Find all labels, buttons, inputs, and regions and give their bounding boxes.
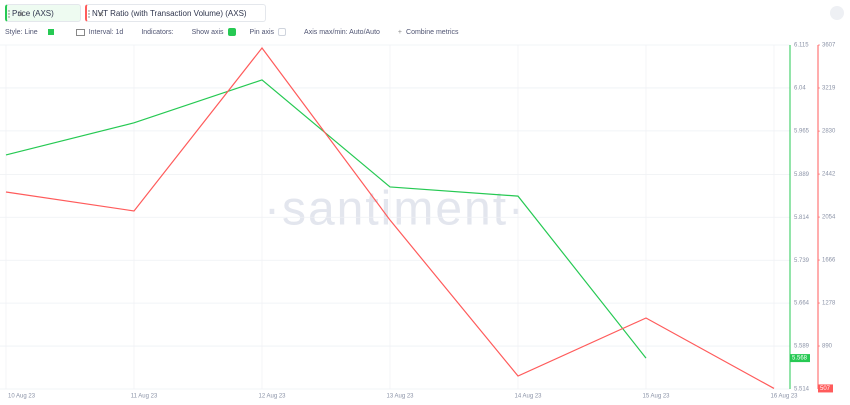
- y-tick-label: 5.664: [794, 301, 810, 307]
- y-tick-label: 5.589: [794, 344, 810, 350]
- y-tick-label: 6.115: [794, 43, 809, 49]
- tab-label: NVT Ratio (with Transaction Volume) (AXS…: [92, 8, 247, 18]
- y-tick-label: 6.04: [794, 86, 806, 92]
- y2-tick-label: 2830: [822, 129, 836, 135]
- y2-tick-label: 1278: [822, 301, 836, 307]
- y-tick-label: 5.739: [794, 258, 810, 264]
- tab-label: Price (AXS): [12, 8, 54, 18]
- watermark: ·santiment·: [264, 183, 526, 236]
- y-tick-label: 5.514: [794, 387, 810, 393]
- nvt-tab[interactable]: NVT Ratio (with Transaction Volume) (AXS…: [85, 4, 266, 22]
- interval-label[interactable]: Interval: 1d: [88, 28, 124, 36]
- y2-tick-label: 1666: [822, 258, 836, 264]
- color-swatch[interactable]: [47, 29, 54, 35]
- calendar-icon[interactable]: [75, 28, 85, 36]
- y-tick-label: 5.814: [794, 215, 810, 221]
- tab-icons[interactable]: [87, 9, 107, 19]
- y2-tick-label: 3219: [822, 86, 836, 92]
- x-tick-label: 12 Aug 23: [258, 394, 286, 400]
- x-tick-label: 16 Aug 23: [770, 394, 798, 400]
- last-value-box: [790, 354, 810, 363]
- x-tick-label: 15 Aug 23: [642, 394, 670, 400]
- style-label[interactable]: Style: Line: [5, 28, 38, 36]
- settings-button[interactable]: [830, 6, 844, 20]
- tab-icons[interactable]: [7, 9, 27, 19]
- x-tick-label: 10 Aug 23: [8, 394, 36, 400]
- y-tick-label: 5.889: [794, 172, 810, 178]
- toolbar: Style: Line Interval: 1d Indicators: Sho…: [5, 26, 459, 38]
- x-tick-label: 14 Aug 23: [514, 394, 542, 400]
- y2-tick-label: 2442: [822, 172, 836, 178]
- checkbox-checked[interactable]: [227, 28, 236, 36]
- combine-label[interactable]: Combine metrics: [406, 28, 459, 36]
- checkbox[interactable]: [278, 28, 287, 36]
- last-value-label: 5.568: [792, 356, 808, 362]
- pin-axis-label[interactable]: Pin axis: [249, 28, 275, 36]
- y2-tick-label: 890: [822, 344, 833, 350]
- plus-icon[interactable]: +: [397, 28, 403, 36]
- last-value-box: [818, 384, 833, 393]
- x-tick-label: 13 Aug 23: [386, 394, 414, 400]
- y2-tick-label: 3607: [822, 43, 836, 49]
- show-axis-label[interactable]: Show axis: [191, 28, 224, 36]
- y2-tick-label: 2054: [822, 215, 836, 221]
- series-line: [5, 47, 775, 389]
- last-value-label: 507: [820, 386, 831, 392]
- y-tick-label: 5.965: [794, 128, 810, 134]
- indicators-label[interactable]: Indicators:: [141, 28, 174, 36]
- price-tab[interactable]: Price (AXS): [5, 4, 81, 22]
- x-tick-label: 11 Aug 23: [131, 394, 158, 400]
- axis-range-label[interactable]: Axis max/min: Auto/Auto: [304, 28, 380, 36]
